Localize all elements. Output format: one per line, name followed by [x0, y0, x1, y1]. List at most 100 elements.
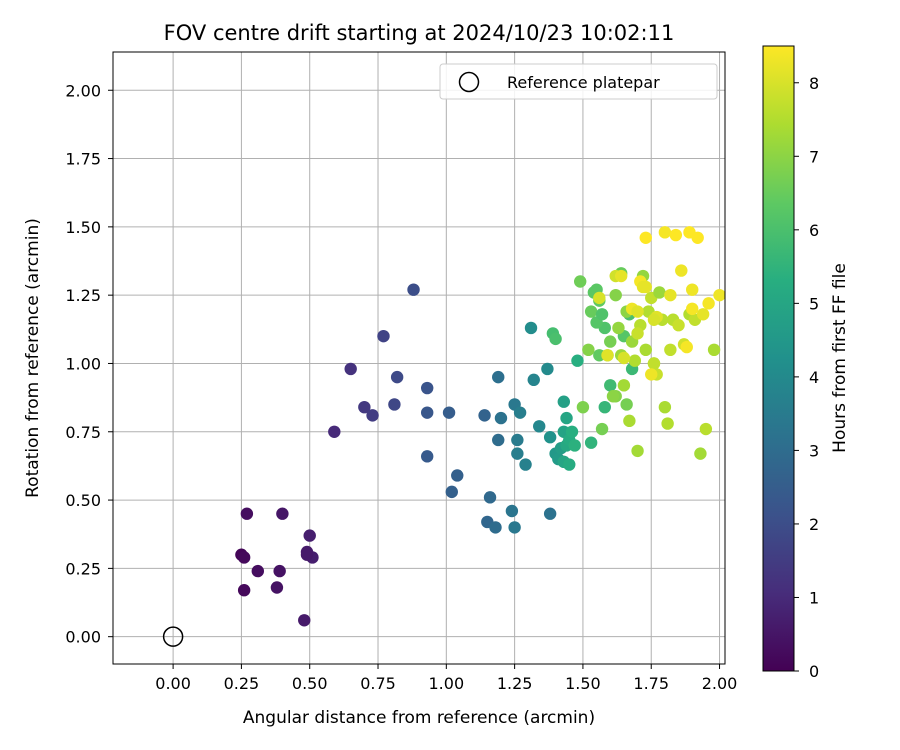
data-point — [686, 302, 699, 316]
x-tick-label: 0.50 — [292, 674, 328, 693]
y-axis: 0.00 0.25 0.50 0.75 1.00 1.25 1.50 1.75 2.00 — [65, 81, 113, 647]
x-tick-label: 1.00 — [429, 674, 465, 693]
data-point — [442, 406, 456, 419]
x-tick-label: 0.25 — [224, 674, 260, 693]
data-point — [595, 422, 609, 436]
y-tick-label: 0.00 — [65, 628, 101, 647]
y-axis-label: Rotation from reference (arcmin) — [23, 218, 43, 498]
data-point — [620, 398, 633, 411]
data-point — [601, 349, 614, 362]
data-point — [527, 373, 540, 387]
data-point — [407, 283, 420, 296]
data-point — [240, 507, 254, 520]
data-point — [560, 411, 573, 425]
data-points — [235, 226, 725, 627]
data-point — [639, 343, 652, 357]
y-tick-label: 0.25 — [65, 559, 101, 578]
data-point — [511, 447, 524, 460]
legend-marker — [458, 71, 480, 93]
y-tick-label: 1.00 — [65, 354, 101, 373]
data-point — [420, 381, 434, 395]
x-tick-label: 1.25 — [497, 674, 533, 693]
data-point — [707, 343, 721, 357]
y-tick-label: 1.50 — [65, 218, 101, 237]
y-tick-label: 0.75 — [65, 423, 101, 442]
data-point — [494, 411, 508, 425]
colorbar-tick-label: 5 — [809, 294, 819, 313]
data-point — [658, 400, 672, 414]
data-point — [645, 368, 658, 381]
data-point — [563, 458, 576, 471]
data-point — [451, 469, 464, 482]
data-point — [595, 308, 609, 321]
data-point — [549, 332, 562, 346]
data-point — [598, 400, 611, 414]
data-point — [483, 491, 497, 504]
data-point — [604, 379, 617, 392]
data-point — [694, 447, 707, 460]
data-point — [478, 409, 491, 422]
data-point — [573, 275, 587, 288]
data-point — [609, 288, 622, 302]
data-point — [661, 417, 674, 430]
data-point — [508, 521, 521, 534]
data-point — [584, 305, 598, 318]
data-point — [519, 458, 532, 471]
data-point — [672, 319, 685, 332]
data-point — [251, 564, 265, 578]
reference-marker — [162, 626, 184, 647]
y-tick-label: 0.50 — [65, 491, 101, 510]
data-point — [617, 351, 631, 365]
colorbar-tick-label: 2 — [809, 515, 819, 534]
data-point — [492, 433, 505, 447]
x-tick-label: 0.75 — [360, 674, 396, 693]
grid-lines — [113, 52, 725, 664]
data-point — [593, 291, 606, 305]
legend-label: Reference platepar — [507, 73, 660, 92]
plot-frame — [112, 51, 726, 665]
data-point — [568, 439, 581, 452]
data-point — [658, 226, 672, 239]
data-point — [606, 390, 620, 403]
colorbar-tick-label: 3 — [809, 441, 819, 460]
y-tick-label: 1.25 — [65, 286, 101, 305]
colorbar-tick-label: 6 — [809, 221, 819, 240]
data-point — [533, 420, 546, 433]
data-point — [237, 584, 251, 597]
data-point — [628, 354, 642, 367]
data-point — [576, 400, 590, 414]
data-point — [614, 269, 628, 283]
data-point — [328, 425, 341, 438]
data-point — [669, 228, 683, 242]
colorbar: 0 1 2 3 4 5 6 7 8 Hours from first FF file — [762, 45, 850, 681]
data-point — [237, 551, 251, 564]
data-point — [420, 450, 434, 463]
data-point — [344, 362, 357, 376]
data-point — [524, 321, 538, 335]
data-point — [680, 340, 693, 354]
data-point — [543, 507, 557, 520]
data-point — [696, 308, 710, 321]
data-point — [366, 409, 379, 422]
x-tick-label: 1.50 — [565, 674, 601, 693]
data-point — [565, 425, 579, 438]
x-tick-label: 0.00 — [155, 674, 191, 693]
x-axis-label: Angular distance from reference (arcmin) — [243, 708, 595, 728]
colorbar-tick-label: 4 — [809, 368, 819, 387]
colorbar-tick-label: 1 — [809, 588, 819, 607]
x-axis: 0.00 0.25 0.50 0.75 1.00 1.25 1.50 1.75 2.00 — [155, 664, 737, 693]
data-point — [513, 406, 527, 419]
y-tick-label: 1.75 — [65, 150, 101, 169]
data-point — [639, 231, 652, 244]
legend-box — [439, 63, 718, 100]
data-point — [639, 280, 652, 294]
x-tick-label: 1.75 — [633, 674, 669, 693]
data-point — [303, 529, 316, 542]
data-point — [358, 400, 371, 414]
y-tick-label: 2.00 — [65, 81, 101, 100]
data-point — [664, 288, 677, 302]
data-point — [691, 231, 704, 244]
data-point — [557, 395, 571, 408]
data-point — [604, 335, 617, 348]
